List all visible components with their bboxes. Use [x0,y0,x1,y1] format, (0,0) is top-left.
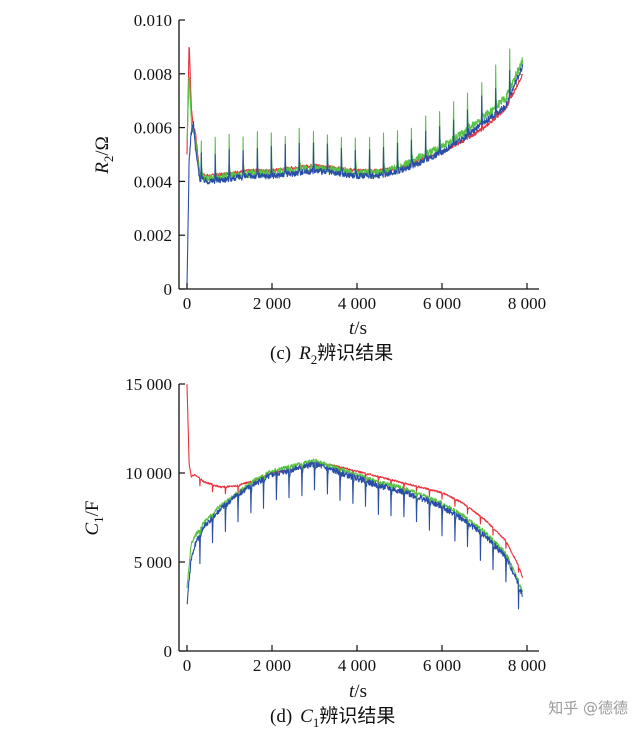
chart-r2-panel: 0 0.002 0.004 0.006 0.008 0.010 0 2 000 4 000 6 0… [92,11,546,367]
c1-caption: (d) C1辨识结果 [270,705,395,730]
r2-series-group [186,46,524,287]
r2-x-tick-label: 6 000 [423,294,461,313]
c1-x-axis-label: t/s [349,681,367,702]
r2-caption: (c) R2辨识结果 [270,342,393,367]
r2-y-tick-label: 0.004 [134,172,173,191]
c1-series-red [186,384,524,578]
r2-x-tick-label: 2 000 [253,294,291,313]
c1-x-tick-label: 8 000 [508,656,546,675]
watermark-text: 知乎 @德德 [548,699,628,717]
c1-x-tick-label: 0 [183,656,192,675]
c1-x-tick-label: 2 000 [253,656,291,675]
r2-y-tick-label: 0.008 [134,65,172,84]
c1-y-tick-label: 5 000 [134,553,172,572]
c1-y-axis-label: C1/F [82,500,106,535]
c1-y-tick-label: 0 [164,642,173,661]
r2-x-tick-label: 0 [183,294,192,313]
r2-ticks-group: 0 0.002 0.004 0.006 0.008 0.010 0 2 000 4 000 6 0… [134,11,546,313]
c1-series-group [186,384,524,610]
c1-y-tick-label: 10 000 [125,464,172,483]
c1-x-tick-label: 4 000 [338,656,376,675]
c1-series-blue [186,461,523,610]
r2-axes: 0 0.002 0.004 0.006 0.008 0.010 0 2 000 4 000 6 0… [134,11,546,313]
r2-series-blue [186,64,524,287]
r2-y-axis-label: R2/Ω [92,136,116,175]
r2-y-tick-label: 0.002 [134,226,172,245]
r2-y-tick-label: 0.006 [134,119,172,138]
r2-y-tick-label: 0 [164,280,173,299]
r2-y-tick-label: 0.010 [134,11,172,30]
c1-x-tick-label: 6 000 [423,656,461,675]
c1-axes: 0 5 000 10 000 15 000 0 2 000 4 000 6 000 8 000 [125,375,546,675]
r2-x-axis-label: t/s [349,318,367,339]
c1-y-tick-label: 15 000 [125,375,172,394]
c1-series-green [186,458,524,598]
r2-x-tick-label: 4 000 [338,294,376,313]
c1-ticks-group: 0 5 000 10 000 15 000 0 2 000 4 000 6 000 8 000 [125,375,546,675]
r2-x-tick-label: 8 000 [508,294,546,313]
